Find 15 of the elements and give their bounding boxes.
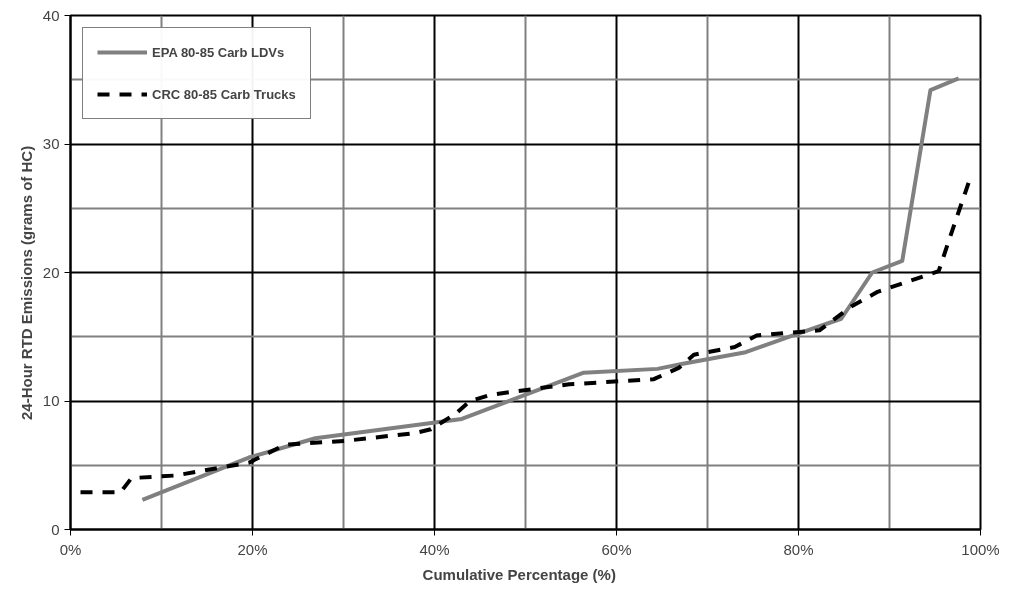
y-axis-title: 24-Hour RTD Emissions (grams of HC)	[17, 145, 35, 421]
legend-label: EPA 80-85 Carb LDVs	[152, 44, 285, 60]
x-tick-label: 0%	[59, 540, 82, 558]
x-tick-label: 80%	[783, 540, 814, 558]
y-tick-label: 10	[42, 392, 60, 409]
y-tick-label: 20	[42, 263, 60, 281]
x-tick-label: 40%	[419, 540, 450, 558]
y-tick-label: 30	[42, 135, 60, 152]
y-tick-label: 40	[42, 6, 60, 24]
x-axis-title: Cumulative Percentage (%)	[422, 565, 616, 583]
legend-label: CRC 80-85 Carb Trucks	[152, 86, 296, 102]
x-tick-label: 60%	[601, 540, 632, 558]
x-tick-label: 100%	[961, 540, 1000, 558]
y-tick-label: 0	[51, 520, 60, 538]
x-tick-label: 20%	[237, 540, 268, 558]
